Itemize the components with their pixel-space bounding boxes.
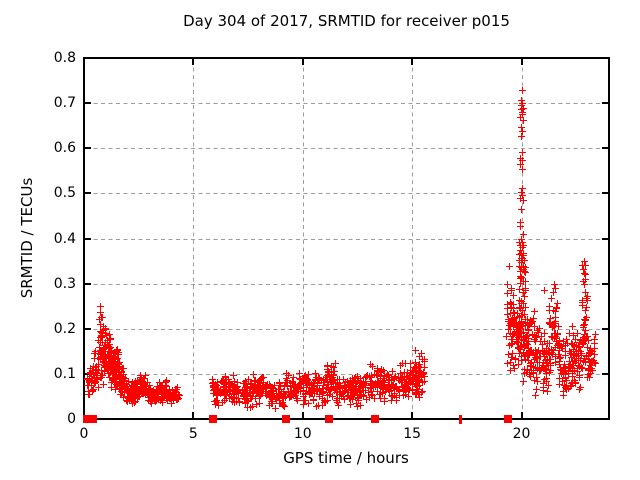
y-tick-label: 0.6 xyxy=(53,140,76,157)
scatter-points xyxy=(84,87,599,412)
x-tick-label: 10 xyxy=(293,426,312,442)
x-tick-label: 5 xyxy=(188,426,198,442)
x-tick-label: 20 xyxy=(512,426,531,442)
zero-square-marker xyxy=(209,415,217,423)
zero-square-marker xyxy=(504,415,512,423)
zero-square-marker xyxy=(89,415,97,423)
y-tick-label: 0 xyxy=(67,411,76,427)
x-tick-label: 15 xyxy=(403,426,422,442)
zero-square-marker xyxy=(325,415,333,423)
x-tick-label: 0 xyxy=(79,426,89,442)
zero-square-marker xyxy=(282,415,290,423)
y-tick-label: 0.1 xyxy=(53,365,76,382)
chart-title: Day 304 of 2017, SRMTID for receiver p01… xyxy=(183,12,510,30)
y-tick-label: 0.4 xyxy=(53,230,76,247)
y-tick-label: 0.2 xyxy=(53,320,76,337)
zero-thin-marker xyxy=(459,415,462,424)
y-tick-label: 0.5 xyxy=(53,185,76,202)
zero-square-marker xyxy=(83,415,91,423)
y-tick-label: 0.7 xyxy=(53,95,76,112)
zero-square-marker xyxy=(371,415,379,423)
y-tick-label: 0.8 xyxy=(53,50,76,66)
x-axis-label: GPS time / hours xyxy=(283,449,409,467)
y-tick-label: 0.3 xyxy=(53,275,76,292)
